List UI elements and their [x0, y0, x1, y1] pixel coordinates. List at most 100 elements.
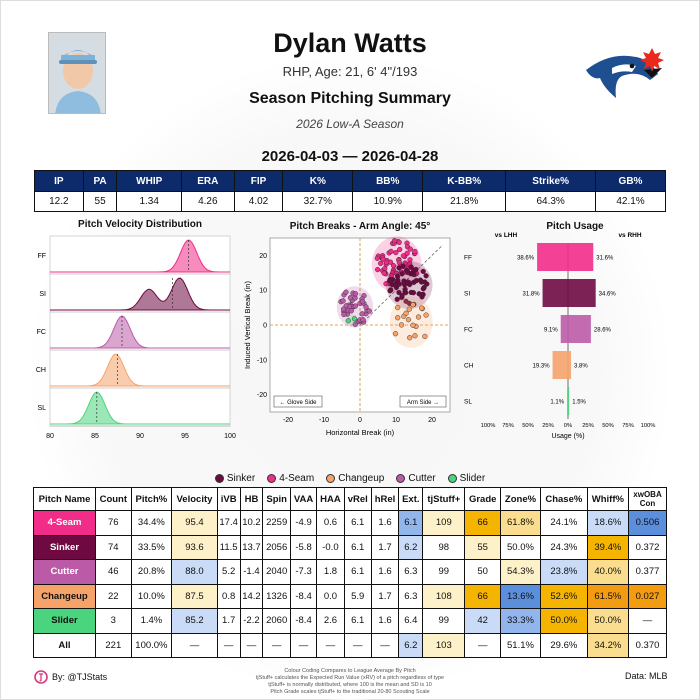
pitch-metric-cell: 98 — [422, 534, 466, 560]
breaks-x-tick-label: 20 — [428, 417, 436, 424]
break-point — [348, 308, 354, 314]
break-point — [387, 288, 393, 294]
break-point — [398, 322, 405, 328]
pitch-metric-cell: 6.1 — [343, 608, 372, 634]
break-point — [393, 250, 399, 256]
pitch-metric-cell: -2.2 — [239, 608, 264, 634]
break-point — [343, 289, 349, 295]
break-point — [410, 302, 416, 308]
break-point — [408, 264, 414, 270]
glove-side-label: ← Glove Side — [279, 400, 317, 406]
footer-note-line: Colour Coding Compares to League Average… — [284, 668, 416, 674]
pitch-metric-cell: 0.0 — [316, 583, 345, 609]
break-point — [410, 322, 416, 328]
pitch-metric-cell: 99 — [422, 559, 466, 585]
pitch-breaks-chart: -20 -10 0 10 20 20 10 0 -10 -20 Horizontal Break (… — [243, 236, 451, 437]
pitch-metric-cell: 50.0% — [539, 608, 588, 634]
pitch-metric-cell: 87.5 — [171, 583, 218, 609]
stats-value-cell: 55 — [82, 191, 118, 212]
break-point — [351, 316, 358, 322]
break-point — [395, 315, 401, 321]
pitch-metric-cell: 46 — [95, 559, 132, 585]
pitch-metric-cell: 88.0 — [171, 559, 218, 585]
break-point — [419, 305, 425, 311]
stats-value-cell: 64.3% — [505, 191, 597, 212]
pitch-metric-cell: 17.4 — [216, 510, 241, 536]
usage-value-rhh: 28.6% — [594, 328, 612, 334]
velocity-density-ch — [50, 353, 230, 387]
pitch-metric-cell: 103 — [422, 632, 466, 658]
break-point — [396, 260, 403, 266]
pitch-metric-cell: 10.0% — [130, 583, 173, 609]
pitch-metric-cell: 2056 — [262, 534, 291, 560]
data-source: Data: MLB — [625, 671, 668, 681]
pitch-metric-cell: -7.3 — [289, 559, 318, 585]
pitch-table-header-row: Pitch Name Count Pitch% Velocity iVB HB Spin VA… — [33, 487, 667, 511]
pitch-metric-cell: 100.0% — [130, 632, 173, 658]
break-point — [412, 333, 418, 339]
footer-credit: By: @TJStats — [34, 670, 107, 684]
usage-bar-lhh — [560, 315, 568, 343]
usage-row-label: FC — [464, 327, 473, 334]
break-point — [388, 248, 394, 255]
legend-swatch — [267, 474, 277, 483]
breaks-x-tick-label: 10 — [392, 417, 400, 424]
usage-value-rhh: 31.6% — [596, 256, 614, 262]
usage-bar-lhh — [542, 279, 568, 307]
velocity-distribution-chart: FFSIFCCHSL80859095100Velocity (mph) — [36, 235, 236, 440]
pitch-table-header-cell: Chase% — [539, 487, 588, 511]
legend-item: Changeup — [326, 473, 384, 484]
pitch-metric-cell: 1.6 — [370, 559, 400, 585]
pitch-metric-cell: 10.2 — [239, 510, 264, 536]
break-point — [406, 306, 412, 312]
pitch-metric-cell: 54.3% — [500, 559, 541, 585]
breaks-y-tick-label: -10 — [257, 357, 267, 364]
break-point — [420, 286, 426, 292]
break-point — [423, 273, 429, 279]
usage-tick-label: 50% — [602, 423, 614, 429]
pitch-metric-cell: 50 — [464, 559, 502, 585]
glove-side-box — [273, 395, 323, 408]
pitch-metric-cell: 33.5% — [130, 534, 173, 560]
pitch-metric-cell: 1.7 — [370, 534, 400, 560]
usage-bar-rhh — [568, 315, 591, 343]
legend-swatch — [214, 474, 224, 483]
pitch-name-cell: Cutter — [33, 559, 96, 585]
pitch-metric-cell: 24.1% — [539, 510, 588, 536]
stats-value-row: 12.2 55 1.34 4.26 4.02 32.7% 10.9% 21.8% 64.3% 42… — [34, 191, 666, 212]
pitch-metric-cell: 66 — [464, 510, 502, 536]
break-point — [399, 271, 405, 277]
pitch-metric-cell: 93.6 — [171, 534, 218, 560]
break-point — [410, 290, 417, 296]
break-point — [418, 292, 424, 298]
pitch-table-row: Slider 3 1.4% 85.2 1.7 -2.2 2060 -8.4 2.6 6.1 1.6 6… — [33, 608, 667, 634]
legend-label: Sinker — [226, 473, 256, 484]
pitch-metric-cell: 0.8 — [216, 583, 241, 609]
stats-header-cell: BB% — [352, 170, 424, 192]
pitch-metric-cell: 2259 — [262, 510, 291, 536]
pitch-metric-cell: 18.6% — [586, 510, 630, 536]
legend-item: Sinker — [214, 473, 256, 484]
break-point — [407, 335, 413, 341]
usage-value-rhh: 3.8% — [574, 364, 588, 370]
velocity-row-label: SL — [37, 405, 46, 412]
footer-notes: Colour Coding Compares to League Average… — [0, 668, 700, 696]
break-point — [405, 279, 411, 285]
pitch-metric-cell: — — [370, 632, 400, 658]
pitch-metric-cell: — — [289, 632, 318, 658]
break-point — [403, 290, 409, 296]
usage-tick-label: 100% — [641, 423, 656, 429]
pitch-metric-cell: — — [343, 632, 372, 658]
stats-header-cell: K% — [282, 170, 354, 192]
pitch-metric-cell: 11.5 — [216, 534, 241, 560]
usage-bar-lhh — [567, 387, 568, 415]
velocity-row-label: SI — [39, 291, 46, 298]
arm-side-label: Arm Side → — [407, 400, 439, 406]
pitch-metric-cell: 5.2 — [216, 559, 241, 585]
break-point — [352, 303, 359, 309]
break-point — [378, 260, 384, 267]
pitch-table-row: Sinker 74 33.5% 93.6 11.5 13.7 2056 -5.8 -0.0 6.1… — [33, 534, 667, 560]
pitch-metric-cell: — — [171, 632, 218, 658]
velocity-density-ff — [50, 239, 230, 273]
legend-label: Slider — [459, 473, 486, 484]
